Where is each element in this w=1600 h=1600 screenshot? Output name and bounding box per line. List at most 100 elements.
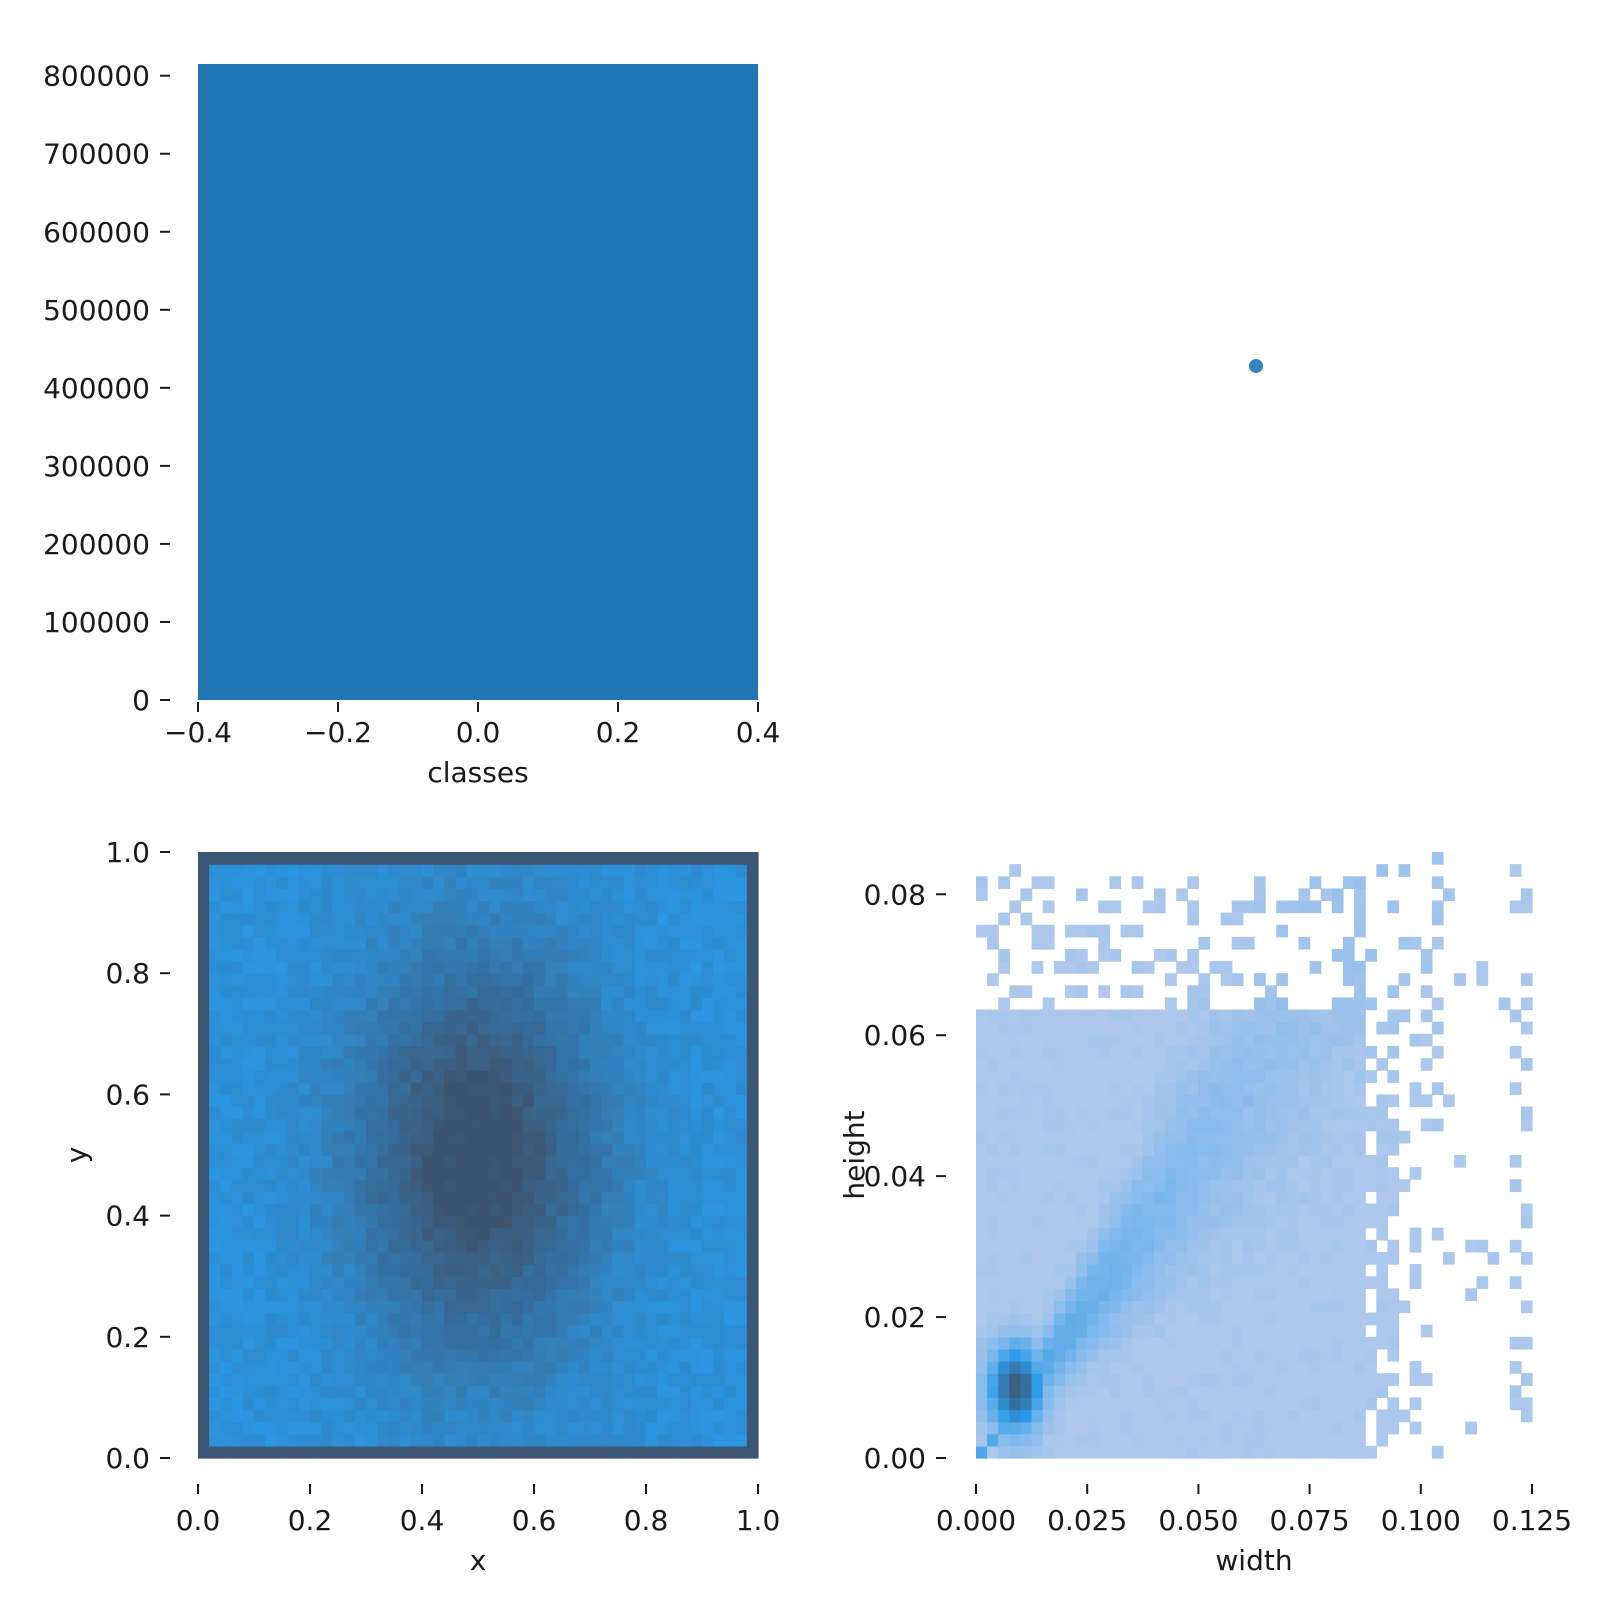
heatmap-cell	[1342, 1009, 1355, 1023]
heatmap-cell	[220, 1155, 233, 1168]
heatmap-cell	[1131, 1433, 1144, 1447]
heatmap-cell	[646, 1227, 658, 1241]
heatmap-cell	[220, 1082, 233, 1095]
heatmap-cell	[1131, 1251, 1144, 1265]
heatmap-cell	[556, 1336, 569, 1350]
heatmap-cell	[1176, 1385, 1188, 1398]
heatmap-cell	[545, 1227, 557, 1241]
heatmap-cell	[702, 1033, 714, 1047]
heatmap-cell	[1376, 1300, 1389, 1314]
heatmap-cell	[646, 1045, 658, 1059]
heatmap-cell	[511, 1142, 524, 1156]
heatmap-cell	[1242, 1215, 1255, 1229]
heatmap-cell	[366, 997, 378, 1011]
heatmap-cell	[388, 948, 401, 962]
heatmap-cell	[1087, 961, 1099, 974]
heatmap-cell	[522, 1348, 535, 1362]
heatmap-cell	[399, 876, 412, 889]
heatmap-cell	[1209, 1106, 1222, 1120]
heatmap-cell	[735, 1118, 748, 1132]
heatmap-cell	[612, 900, 625, 914]
heatmap-cell	[724, 912, 737, 926]
heatmap-cell	[623, 1058, 636, 1071]
heatmap-cell	[422, 1336, 434, 1350]
heatmap-cell	[1198, 1324, 1211, 1338]
heatmap-cell	[276, 1033, 289, 1047]
heatmap-cell	[634, 1179, 647, 1192]
heatmap-cell	[522, 1215, 535, 1229]
heatmap-cell	[690, 1167, 703, 1180]
heatmap-cell	[702, 973, 714, 986]
heatmap-cell	[220, 888, 233, 902]
heatmap-cell	[1220, 1215, 1233, 1229]
heatmap-cell	[1009, 1239, 1022, 1253]
heatmap-cell	[466, 1251, 479, 1265]
heatmap-cell	[1242, 1070, 1255, 1083]
heatmap-cell	[198, 1179, 210, 1192]
heatmap-cell	[634, 1045, 647, 1059]
heatmap-cell	[1042, 1385, 1055, 1398]
heatmap-cell	[646, 1094, 658, 1108]
heatmap-cell	[1354, 1276, 1366, 1289]
heatmap-cell	[310, 1251, 322, 1265]
heatmap-cell	[724, 1033, 737, 1047]
heatmap-cell	[511, 1118, 524, 1132]
heatmap-cell	[1120, 1203, 1133, 1217]
heatmap-cell	[657, 1264, 669, 1277]
heatmap-cell	[612, 1409, 625, 1423]
heatmap-cell	[1220, 1058, 1233, 1071]
heatmap-cell	[343, 1373, 356, 1386]
heatmap-cell	[702, 1009, 714, 1023]
heatmap-cell	[1053, 1385, 1066, 1398]
heatmap-cell	[1087, 1094, 1099, 1108]
heatmap-cell	[1087, 1288, 1099, 1302]
heatmap-cell	[1265, 1300, 1277, 1314]
heatmap-cell	[646, 936, 658, 950]
heatmap-cell	[422, 1348, 434, 1362]
heatmap-cell	[298, 1021, 311, 1035]
heatmap-cell	[1231, 1385, 1244, 1398]
heatmap-cell	[601, 1058, 613, 1071]
heatmap-cell	[1131, 1009, 1144, 1023]
heatmap-cell	[668, 1227, 681, 1241]
heatmap-cell	[545, 852, 557, 865]
heatmap-cell	[657, 1397, 669, 1411]
heatmap-cell	[522, 1094, 535, 1108]
heatmap-cell	[1087, 1300, 1099, 1314]
heatmap-cell	[1409, 1264, 1422, 1277]
heatmap-cell	[578, 1045, 591, 1059]
heatmap-cell	[590, 1033, 602, 1047]
heatmap-cell	[298, 852, 311, 865]
heatmap-cell	[1165, 1373, 1177, 1386]
heatmap-cell	[1064, 1155, 1077, 1168]
heatmap-cell	[276, 852, 289, 865]
heatmap-cell	[410, 1288, 423, 1302]
heatmap-cell	[254, 1385, 266, 1398]
heatmap-cell	[1064, 1058, 1077, 1071]
heatmap-cell	[1042, 1155, 1055, 1168]
heatmap-cell	[1076, 1009, 1088, 1023]
heatmap-cell	[1420, 1058, 1433, 1071]
x-tick-label: 0.100	[1381, 1504, 1461, 1537]
heatmap-cell	[500, 1215, 513, 1229]
heatmap-cell	[287, 1361, 300, 1374]
heatmap-cell	[976, 1348, 988, 1362]
heatmap-cell	[1131, 1227, 1144, 1241]
heatmap-cell	[489, 1385, 501, 1398]
heatmap-cell	[1042, 1300, 1055, 1314]
heatmap-cell	[690, 1203, 703, 1217]
heatmap-cell	[1009, 1167, 1022, 1180]
heatmap-cell	[545, 900, 557, 914]
heatmap-cell	[422, 1239, 434, 1253]
heatmap-cell	[1153, 1191, 1166, 1205]
heatmap-cell	[354, 997, 367, 1011]
heatmap-cell	[646, 1191, 658, 1205]
heatmap-cell	[601, 1373, 613, 1386]
heatmap-cell	[377, 1276, 389, 1289]
heatmap-cell	[534, 985, 546, 999]
heatmap-cell	[276, 1094, 289, 1108]
heatmap-cell	[1064, 1082, 1077, 1095]
heatmap-cell	[332, 1348, 345, 1362]
heatmap-cell	[668, 936, 681, 950]
heatmap-cell	[354, 1009, 367, 1023]
